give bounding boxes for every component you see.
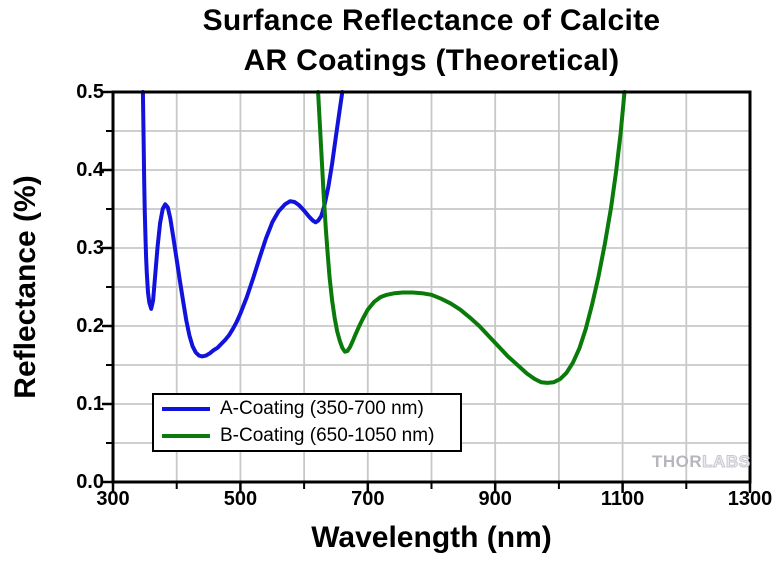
x-tick-label: 1100: [600, 488, 645, 510]
chart-title-line1: Surfance Reflectance of Calcite: [202, 4, 661, 37]
b-coating-label: B-Coating (650-1050 nm): [220, 425, 435, 446]
series-curve-0: [140, 90, 345, 359]
a-coating-line-sample: [162, 407, 210, 411]
thorlabs-watermark: THORLABS: [652, 452, 750, 472]
legend-item-b-coating: B-Coating (650-1050 nm): [154, 423, 460, 449]
y-tick-label: 0.1: [76, 393, 104, 415]
x-tick-label: 1300: [727, 488, 773, 510]
thorlabs-watermark-thor: THOR: [652, 452, 703, 471]
y-tick-label: 0.2: [76, 315, 104, 337]
a-coating-label: A-Coating (350-700 nm): [220, 398, 424, 419]
x-tick-label: 500: [223, 488, 258, 510]
b-coating-line-sample: [162, 434, 210, 438]
legend-item-a-coating: A-Coating (350-700 nm): [154, 396, 460, 422]
x-tick-label: 900: [478, 488, 512, 510]
y-axis-title: Reflectance (%): [9, 175, 42, 399]
thorlabs-watermark-labs: LABS: [702, 452, 751, 472]
x-tick-label: 700: [351, 488, 385, 510]
x-axis-title: Wavelength (nm): [311, 521, 552, 554]
y-tick-label: 0.4: [76, 159, 104, 181]
y-tick-label: 0.5: [76, 81, 104, 103]
legend-box: A-Coating (350-700 nm) B-Coating (650-10…: [152, 393, 462, 452]
y-tick-label: 0.3: [76, 237, 104, 259]
y-tick-label: 0.0: [76, 471, 104, 493]
series-curve-1: [316, 90, 627, 385]
x-tick-label: 300: [96, 488, 130, 510]
chart-title-line2: AR Coatings (Theoretical): [243, 44, 620, 77]
